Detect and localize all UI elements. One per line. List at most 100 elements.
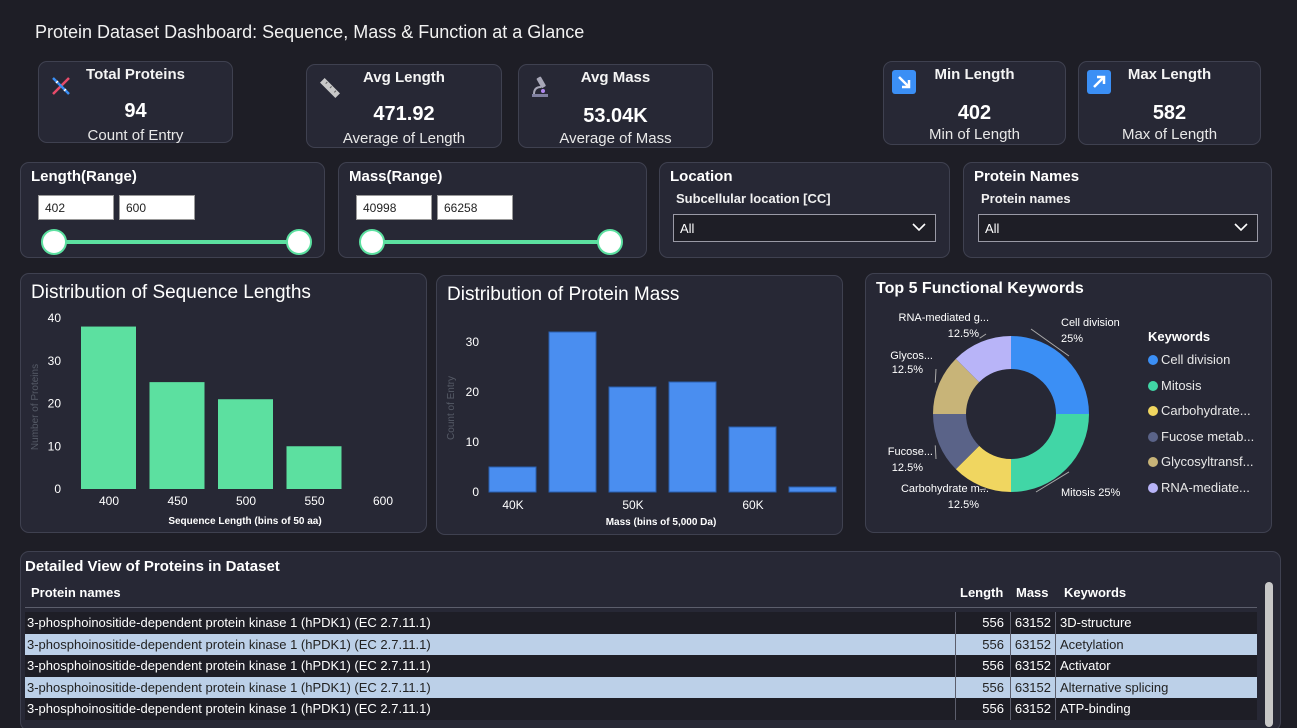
cell-keyword: Acetylation bbox=[1060, 636, 1124, 652]
table-row[interactable]: 3-phosphoinositide-dependent protein kin… bbox=[25, 698, 1257, 720]
table-row[interactable]: 3-phosphoinositide-dependent protein kin… bbox=[25, 633, 1257, 655]
length-slider-track[interactable] bbox=[53, 240, 299, 244]
x-tick-label: 400 bbox=[99, 494, 119, 508]
legend-item[interactable]: Mitosis bbox=[1148, 378, 1201, 393]
legend-item[interactable]: Carbohydrate... bbox=[1148, 403, 1251, 418]
table-row[interactable]: 3-phosphoinositide-dependent protein kin… bbox=[25, 676, 1257, 698]
slicer-title: Mass(Range) bbox=[349, 168, 443, 185]
length-max-input[interactable]: 600 bbox=[119, 195, 195, 220]
histogram-bar[interactable] bbox=[286, 446, 342, 489]
cell-keyword: 3D-structure bbox=[1060, 615, 1132, 630]
slicer-title: Location bbox=[670, 168, 733, 185]
table-row[interactable]: 3-phosphoinositide-dependent protein kin… bbox=[25, 655, 1257, 677]
legend-label: RNA-mediate... bbox=[1161, 479, 1250, 495]
mass-max-input[interactable]: 66258 bbox=[437, 195, 513, 220]
x-axis-label: Sequence Length (bins of 50 aa) bbox=[168, 516, 321, 527]
chart-title: Distribution of Protein Mass bbox=[447, 284, 680, 305]
length-min-input[interactable]: 402 bbox=[38, 195, 114, 220]
donut-slice[interactable] bbox=[955, 336, 1011, 383]
length-slider-max-handle[interactable] bbox=[286, 229, 312, 255]
mass-min-input[interactable]: 40998 bbox=[356, 195, 432, 220]
histogram-bar[interactable] bbox=[548, 331, 597, 493]
ruler-icon bbox=[320, 78, 340, 98]
histogram-bar[interactable] bbox=[608, 386, 657, 493]
donut-data-label: 25% bbox=[1061, 333, 1083, 345]
donut-data-label: Glycos... bbox=[890, 350, 933, 362]
legend-item[interactable]: RNA-mediate... bbox=[1148, 480, 1250, 495]
mass-range-slicer: Mass(Range) 40998 66258 bbox=[338, 162, 647, 258]
legend-label: Cell division bbox=[1161, 352, 1231, 367]
histogram-bar[interactable] bbox=[668, 381, 717, 493]
donut-data-label: Mitosis 25% bbox=[1061, 487, 1121, 499]
column-divider bbox=[1055, 698, 1056, 720]
table-row[interactable]: 3-phosphoinositide-dependent protein kin… bbox=[25, 612, 1257, 634]
slicer-field-label: Subcellular location [CC] bbox=[676, 191, 831, 206]
leader-line bbox=[1035, 471, 1070, 493]
column-header-protein-names[interactable]: Protein names bbox=[31, 585, 121, 600]
cell-length: 556 bbox=[982, 679, 1004, 695]
cell-mass: 63152 bbox=[1014, 658, 1051, 673]
mass-slider-max-handle[interactable] bbox=[597, 229, 623, 255]
x-tick-label: 500 bbox=[236, 494, 256, 508]
legend-dot-icon bbox=[1148, 355, 1158, 365]
donut-slice[interactable] bbox=[1011, 336, 1089, 414]
location-dropdown[interactable]: All bbox=[673, 214, 936, 242]
column-header-length[interactable]: Length bbox=[960, 585, 1004, 600]
cell-protein-name: 3-phosphoinositide-dependent protein kin… bbox=[27, 701, 431, 716]
x-tick-label: 40K bbox=[502, 498, 523, 512]
histogram-bar[interactable] bbox=[81, 326, 136, 489]
legend-dot-icon bbox=[1148, 406, 1158, 416]
legend-item[interactable]: Cell division bbox=[1148, 352, 1230, 367]
histogram-bar[interactable] bbox=[488, 466, 537, 493]
slicer-title: Protein Names bbox=[974, 168, 1080, 185]
kpi-subtitle: Average of Mass bbox=[559, 130, 672, 147]
legend-item[interactable]: Fucose metab... bbox=[1148, 429, 1254, 444]
leader-line bbox=[1030, 328, 1070, 357]
column-divider bbox=[1055, 612, 1056, 634]
column-divider bbox=[1010, 698, 1011, 720]
donut-slice[interactable] bbox=[1011, 414, 1089, 492]
legend-dot-icon bbox=[1148, 457, 1158, 467]
kpi-avg-mass: Avg Mass 53.04K Average of Mass bbox=[518, 64, 713, 148]
histogram-bar[interactable] bbox=[788, 486, 837, 493]
sequence-length-histogram: Sequence Length (bins of 50 aa) Number o… bbox=[30, 311, 393, 527]
leader-line bbox=[979, 488, 987, 491]
legend-item[interactable]: Glycosyltransf... bbox=[1148, 454, 1253, 469]
table-header: Protein names Length Mass Keywords bbox=[25, 582, 1257, 608]
x-tick-label: 450 bbox=[167, 494, 187, 508]
y-tick-label: 10 bbox=[48, 439, 62, 453]
column-divider bbox=[1010, 633, 1011, 655]
donut-slice[interactable] bbox=[933, 358, 980, 414]
column-header-mass[interactable]: Mass bbox=[1016, 585, 1049, 600]
column-divider bbox=[1010, 676, 1011, 698]
table-scrollbar[interactable] bbox=[1265, 582, 1273, 727]
chart-title: Distribution of Sequence Lengths bbox=[31, 282, 311, 303]
legend-title: Keywords bbox=[1148, 329, 1211, 344]
y-tick-label: 20 bbox=[466, 385, 480, 399]
histogram-bar[interactable] bbox=[149, 382, 205, 489]
length-slider-min-handle[interactable] bbox=[41, 229, 67, 255]
x-tick-label: 550 bbox=[304, 494, 324, 508]
donut-slice[interactable] bbox=[933, 414, 980, 470]
kpi-avg-length: Avg Length 471.92 Average of Length bbox=[306, 64, 502, 148]
chevron-down-icon bbox=[912, 223, 926, 232]
histogram-bar[interactable] bbox=[218, 399, 273, 489]
cell-length: 556 bbox=[982, 701, 1004, 716]
column-header-keywords[interactable]: Keywords bbox=[1064, 585, 1127, 600]
chart-title: Top 5 Functional Keywords bbox=[876, 280, 1084, 297]
kpi-total-proteins: Total Proteins 94 Count of Entry bbox=[38, 61, 233, 144]
mass-slider-min-handle[interactable] bbox=[359, 229, 385, 255]
kpi-value: 402 bbox=[957, 102, 992, 124]
protein-table-card: Detailed View of Proteins in Dataset Pro… bbox=[20, 551, 1281, 728]
donut-slice[interactable] bbox=[955, 445, 1011, 492]
kpi-min-length: Min Length 402 Min of Length bbox=[883, 61, 1066, 145]
kpi-subtitle: Min of Length bbox=[929, 126, 1020, 143]
legend-dot-icon bbox=[1148, 431, 1158, 442]
protein-names-dropdown[interactable]: All bbox=[978, 214, 1258, 242]
kpi-value: 582 bbox=[1152, 102, 1187, 124]
cell-mass: 63152 bbox=[1014, 679, 1051, 695]
cell-mass: 63152 bbox=[1014, 615, 1051, 630]
column-divider bbox=[1055, 655, 1056, 677]
mass-slider-track[interactable] bbox=[371, 240, 611, 244]
histogram-bar[interactable] bbox=[728, 426, 777, 493]
